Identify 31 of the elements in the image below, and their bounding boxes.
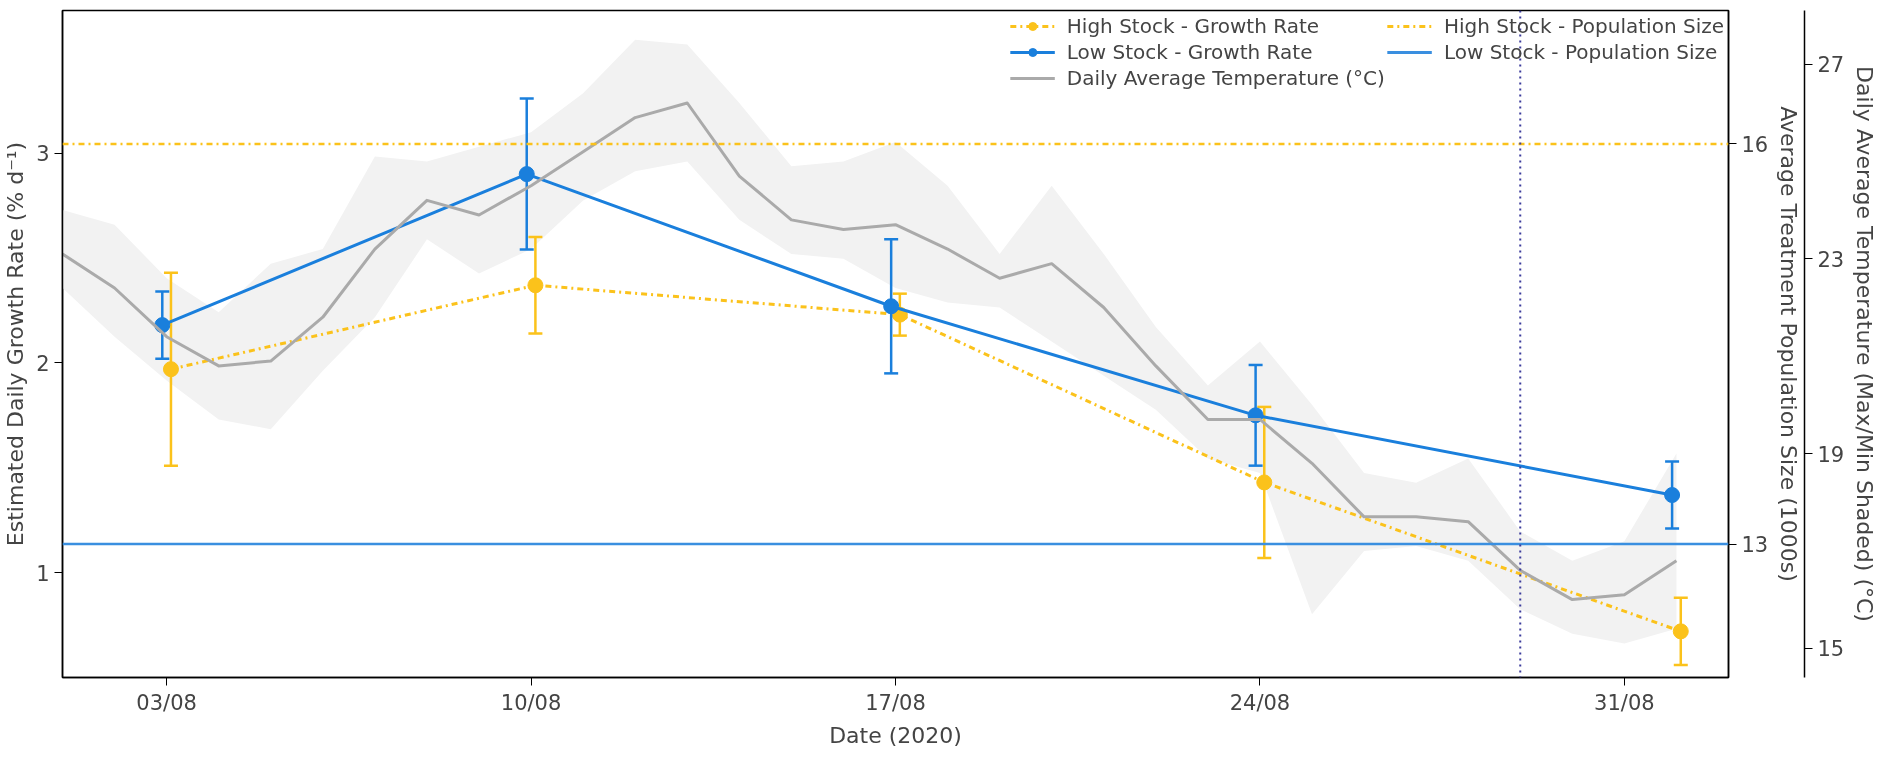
legend-label: Low Stock - Population Size [1443, 40, 1718, 64]
legend-label: Daily Average Temperature (°C) [1066, 66, 1385, 90]
y2-tick-label: 16 [1741, 132, 1769, 157]
x-tick-label: 03/08 [136, 690, 197, 715]
y3-tick-label: 15 [1817, 637, 1845, 662]
x-tick-label: 31/08 [1594, 690, 1655, 715]
legend-label: High Stock - Growth Rate [1066, 14, 1320, 38]
point [883, 298, 900, 315]
point [162, 361, 179, 378]
legend-label: High Stock - Population Size [1443, 14, 1724, 38]
point [1664, 487, 1681, 503]
point [518, 166, 535, 183]
y-tick-label: 2 [36, 351, 50, 376]
x-tick-label: 17/08 [865, 690, 926, 715]
point [1256, 474, 1273, 491]
x-tick-label: 10/08 [500, 690, 562, 715]
x-tick-label: 24/08 [1229, 690, 1291, 715]
y3-tick-label: 23 [1817, 247, 1845, 272]
y-tick-label: 1 [36, 561, 50, 586]
legend-label: Low Stock - Growth Rate [1066, 40, 1313, 64]
y-tick-label: 3 [36, 142, 50, 167]
y3-axis-title: Daily Average Temperature (Max/Min Shaded) (°C) [1852, 66, 1878, 622]
line-series [62, 101, 1678, 602]
point [527, 277, 544, 294]
point [1672, 623, 1689, 640]
y2-axis-title: Average Treatment Population Size (1000s) [1776, 106, 1802, 582]
y3-tick-label: 19 [1817, 442, 1845, 467]
x-axis-title: Date (2020) [829, 722, 962, 748]
y3-tick-label: 27 [1817, 53, 1845, 78]
y-axis-title: Estimated Daily Growth Rate (% d⁻¹) [3, 141, 29, 547]
y2-tick-label: 13 [1741, 533, 1769, 558]
